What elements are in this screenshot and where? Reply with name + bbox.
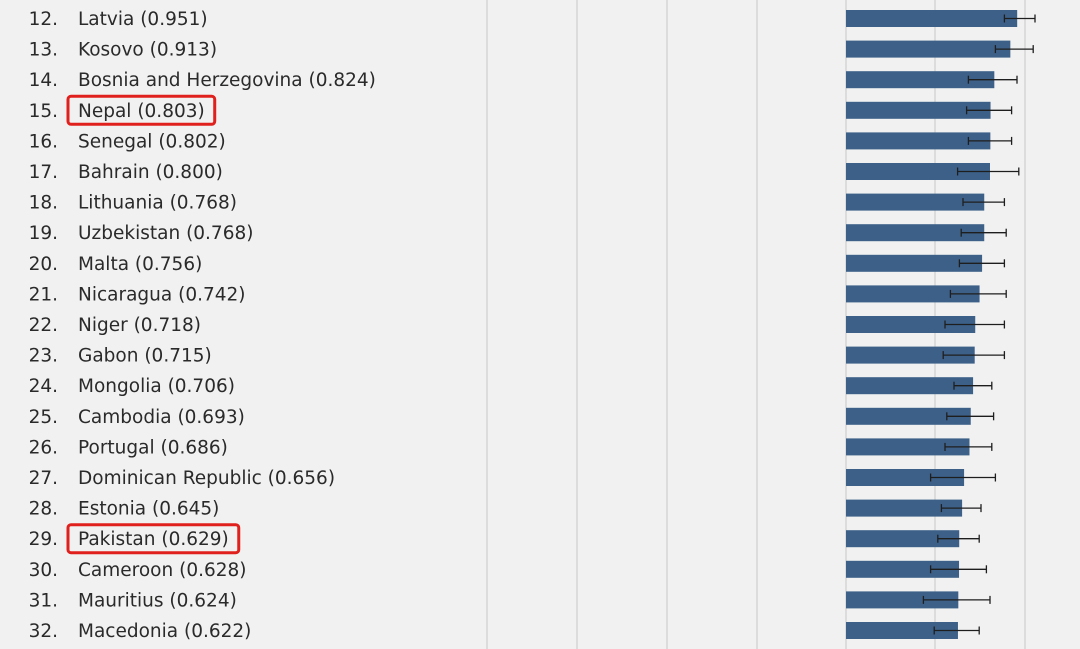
rank-label: 23.	[29, 346, 58, 367]
bar	[846, 132, 991, 150]
table-row: 20. Malta (0.756)	[29, 254, 1006, 275]
rank-label: 28.	[29, 499, 58, 520]
bar	[846, 254, 983, 272]
country-label: Estonia (0.645)	[78, 499, 219, 520]
country-label: Nepal (0.803)	[78, 101, 205, 122]
country-label: Mauritius (0.624)	[78, 590, 237, 611]
country-label: Macedonia (0.622)	[78, 621, 251, 642]
rank-label: 22.	[29, 315, 58, 336]
country-label: Nicaragua (0.742)	[78, 284, 246, 305]
rank-label: 15.	[29, 101, 58, 122]
table-row: 21. Nicaragua (0.742)	[29, 284, 1007, 305]
rank-label: 19.	[29, 223, 58, 244]
rank-label: 30.	[29, 560, 58, 581]
table-row: 18. Lithuania (0.768)	[29, 193, 1006, 214]
rank-label: 18.	[29, 193, 58, 214]
bar	[846, 285, 980, 303]
highlight-box	[66, 523, 241, 555]
bar	[846, 469, 965, 486]
country-label: Lithuania (0.768)	[78, 193, 237, 214]
rank-label: 20.	[29, 254, 58, 275]
bar	[846, 591, 959, 609]
table-row: 27. Dominican Republic (0.656)	[29, 468, 997, 489]
bar	[846, 438, 970, 456]
bar	[846, 530, 960, 548]
country-label: Latvia (0.951)	[78, 9, 208, 30]
country-label: Bahrain (0.800)	[78, 162, 223, 183]
country-label: Senegal (0.802)	[78, 131, 226, 152]
rank-label: 27.	[29, 468, 58, 489]
country-label: Malta (0.756)	[78, 254, 202, 275]
bar	[846, 71, 995, 89]
table-row: 24. Mongolia (0.706)	[29, 376, 993, 397]
country-label: Pakistan (0.629)	[78, 529, 229, 550]
rank-label: 21.	[29, 284, 58, 305]
rank-label: 14.	[29, 70, 58, 91]
rank-label: 26.	[29, 437, 58, 458]
rank-label: 24.	[29, 376, 58, 397]
bar	[846, 377, 974, 395]
rank-label: 31.	[29, 590, 58, 611]
country-label: Bosnia and Herzegovina (0.824)	[78, 70, 376, 91]
country-label: Cambodia (0.693)	[78, 407, 245, 428]
bar	[846, 101, 991, 119]
country-label: Mongolia (0.706)	[78, 376, 235, 397]
table-row: 22. Niger (0.718)	[29, 315, 1006, 336]
country-label: Niger (0.718)	[78, 315, 201, 336]
table-row: 19. Uzbekistan (0.768)	[29, 223, 1007, 244]
table-row: 26. Portugal (0.686)	[29, 437, 993, 458]
country-label: Portugal (0.686)	[78, 437, 228, 458]
table-row: 17. Bahrain (0.800)	[29, 162, 1020, 183]
rank-label: 17.	[29, 162, 58, 183]
rank-label: 32.	[29, 621, 58, 642]
rank-label: 16.	[29, 131, 58, 152]
country-label: Kosovo (0.913)	[78, 40, 217, 61]
bar	[846, 346, 975, 364]
bar	[846, 224, 985, 242]
rank-label: 29.	[29, 529, 58, 550]
highlight-box	[66, 94, 217, 126]
country-label: Dominican Republic (0.656)	[78, 468, 335, 489]
rank-label: 12.	[29, 9, 58, 30]
table-row: 28. Estonia (0.645)	[29, 499, 982, 520]
bar	[846, 10, 1018, 27]
table-row: 13. Kosovo (0.913)	[29, 40, 1034, 61]
country-label: Uzbekistan (0.768)	[78, 223, 253, 244]
table-row: 29. Pakistan (0.629)	[29, 529, 980, 550]
country-label: Gabon (0.715)	[78, 346, 212, 367]
bar	[846, 40, 1011, 58]
table-row: 31. Mauritius (0.624)	[29, 590, 991, 611]
table-row: 14. Bosnia and Herzegovina (0.824)	[29, 70, 1018, 91]
rank-label: 25.	[29, 407, 58, 428]
bar	[846, 622, 958, 639]
bar	[846, 193, 985, 211]
bar	[846, 316, 976, 333]
bar	[846, 560, 960, 578]
bar	[846, 407, 971, 425]
table-row: 12. Latvia (0.951)	[29, 9, 1036, 30]
table-row: 25. Cambodia (0.693)	[29, 407, 995, 428]
rank-label: 13.	[29, 40, 58, 61]
country-label: Cameroon (0.628)	[78, 560, 247, 581]
table-row: 23. Gabon (0.715)	[29, 346, 1006, 367]
table-row: 30. Cameroon (0.628)	[29, 560, 988, 581]
bar	[846, 499, 963, 517]
table-row: 32. Macedonia (0.622)	[29, 621, 980, 642]
bar	[846, 163, 990, 180]
table-row: 16. Senegal (0.802)	[29, 131, 1013, 152]
table-row: 15. Nepal (0.803)	[29, 101, 1013, 122]
